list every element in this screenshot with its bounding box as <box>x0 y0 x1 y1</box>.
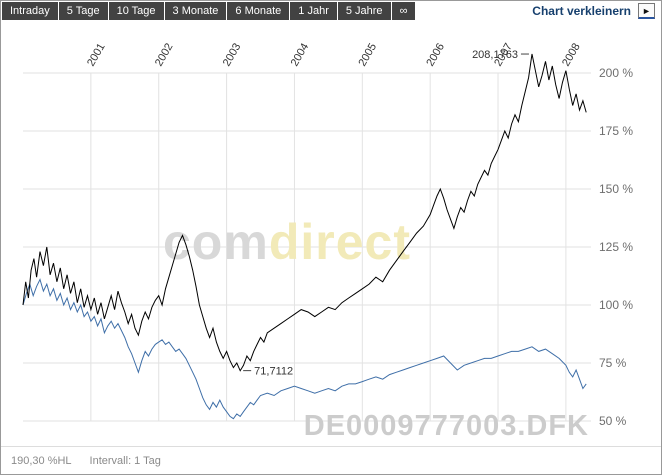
range-button-intraday[interactable]: Intraday <box>2 2 58 20</box>
x-tick-label: 2001 <box>85 41 108 68</box>
range-button-max[interactable]: ∞ <box>391 2 416 20</box>
x-tick-label: 2004 <box>289 41 312 68</box>
status-bar: 190,30 %HL Intervall: 1 Tag <box>1 446 661 474</box>
y-tick-label: 100 % <box>599 298 633 312</box>
x-tick-label: 2002 <box>153 41 176 68</box>
y-tick-label: 200 % <box>599 66 633 80</box>
performance-chart: comdirect DE0009777003.DFK 208,1763 71,7112… <box>22 41 633 442</box>
y-tick-label: 75 % <box>599 356 627 370</box>
chart-area: comdirect DE0009777003.DFK 208,1763 71,7112… <box>1 21 661 446</box>
blue-series-line <box>22 278 587 420</box>
chart-toolbar: Intraday 5 Tage 10 Tage 3 Monate 6 Monat… <box>1 1 661 21</box>
x-tick-label: 2008 <box>560 41 583 68</box>
last-value-label: 190,30 %HL <box>11 454 72 467</box>
instrument-watermark: DE0009777003.DFK <box>304 410 589 442</box>
shrink-chart-arrow-icon[interactable]: ► <box>638 3 655 19</box>
chart-shrink-link[interactable]: Chart verkleinern <box>532 4 631 18</box>
annotation-label: 208,1763 <box>472 49 518 61</box>
range-button-3-monate[interactable]: 3 Monate <box>164 2 227 20</box>
range-button-6-monate[interactable]: 6 Monate <box>227 2 290 20</box>
x-tick-label: 2005 <box>357 41 380 68</box>
annotation-label: 71,7112 <box>254 366 293 378</box>
y-tick-label: 50 % <box>599 414 627 428</box>
range-button-1-jahr[interactable]: 1 Jahr <box>290 2 337 20</box>
black-series-line <box>22 53 587 372</box>
x-tick-label: 2003 <box>221 41 244 68</box>
range-button-10-tage[interactable]: 10 Tage <box>108 2 164 20</box>
shrink-control: Chart verkleinern ► <box>532 1 661 19</box>
interval-label: Intervall: 1 Tag <box>89 454 161 467</box>
range-button-5-jahre[interactable]: 5 Jahre <box>337 2 391 20</box>
range-button-5-tage[interactable]: 5 Tage <box>58 2 108 20</box>
y-tick-label: 150 % <box>599 182 633 196</box>
y-tick-label: 125 % <box>599 240 633 254</box>
y-tick-label: 175 % <box>599 124 633 138</box>
x-tick-label: 2006 <box>424 41 447 68</box>
range-button-group: Intraday 5 Tage 10 Tage 3 Monate 6 Monat… <box>1 1 416 20</box>
comdirect-watermark: comdirect <box>163 214 411 270</box>
